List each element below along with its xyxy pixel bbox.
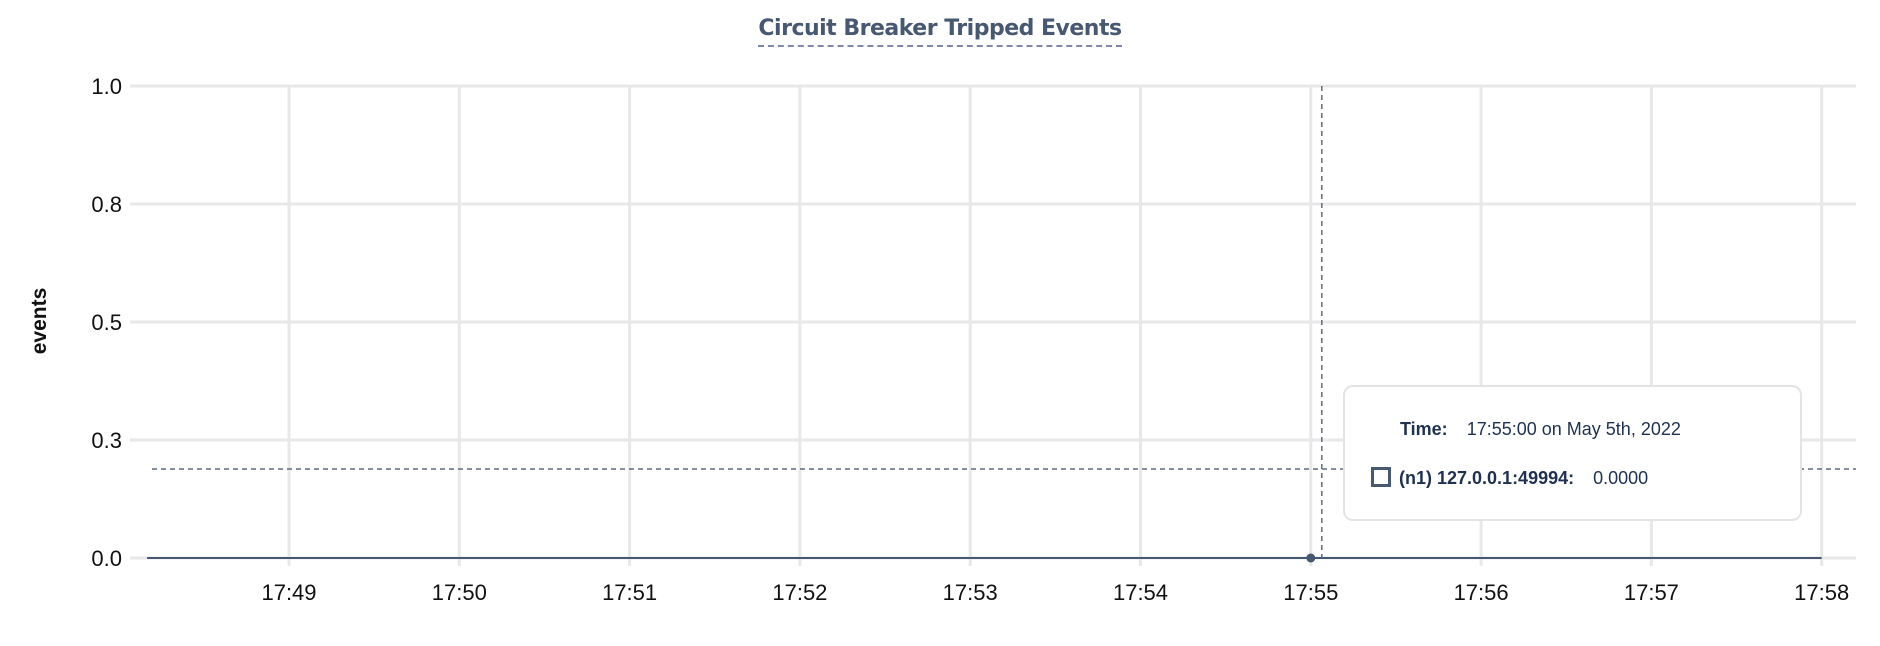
tooltip-series-label: (n1) 127.0.0.1:49994: <box>1399 468 1575 488</box>
y-tick-label: 0.3 <box>91 428 122 453</box>
x-tick-label: 17:53 <box>943 580 998 605</box>
tooltip-series-value: 0.0000 <box>1593 468 1649 488</box>
series-swatch-icon <box>1371 467 1391 487</box>
hover-point <box>1306 553 1316 563</box>
y-tick-label: 0.5 <box>91 310 122 335</box>
y-tick-label: 0.8 <box>91 192 122 217</box>
tooltip-time-value: 17:55:00 on May 5th, 2022 <box>1466 419 1681 439</box>
x-tick-label: 17:56 <box>1454 580 1509 605</box>
x-tick-label: 17:50 <box>432 580 487 605</box>
x-tick-label: 17:49 <box>261 580 316 605</box>
x-tick-label: 17:52 <box>772 580 827 605</box>
x-tick-label: 17:55 <box>1283 580 1338 605</box>
chart-title-text[interactable]: Circuit Breaker Tripped Events <box>758 16 1122 47</box>
y-tick-label: 1.0 <box>91 74 122 99</box>
x-tick-label: 17:54 <box>1113 580 1168 605</box>
x-tick-label: 17:57 <box>1624 580 1679 605</box>
tooltip: Time: 17:55:00 on May 5th, 2022 (n1) 127… <box>1343 385 1802 521</box>
chart-title[interactable]: Circuit Breaker Tripped Events <box>0 16 1880 47</box>
y-tick-label: 0.0 <box>91 546 122 571</box>
x-tick-label: 17:58 <box>1794 580 1849 605</box>
tooltip-time-label: Time: <box>1400 419 1448 439</box>
x-tick-label: 17:51 <box>602 580 657 605</box>
